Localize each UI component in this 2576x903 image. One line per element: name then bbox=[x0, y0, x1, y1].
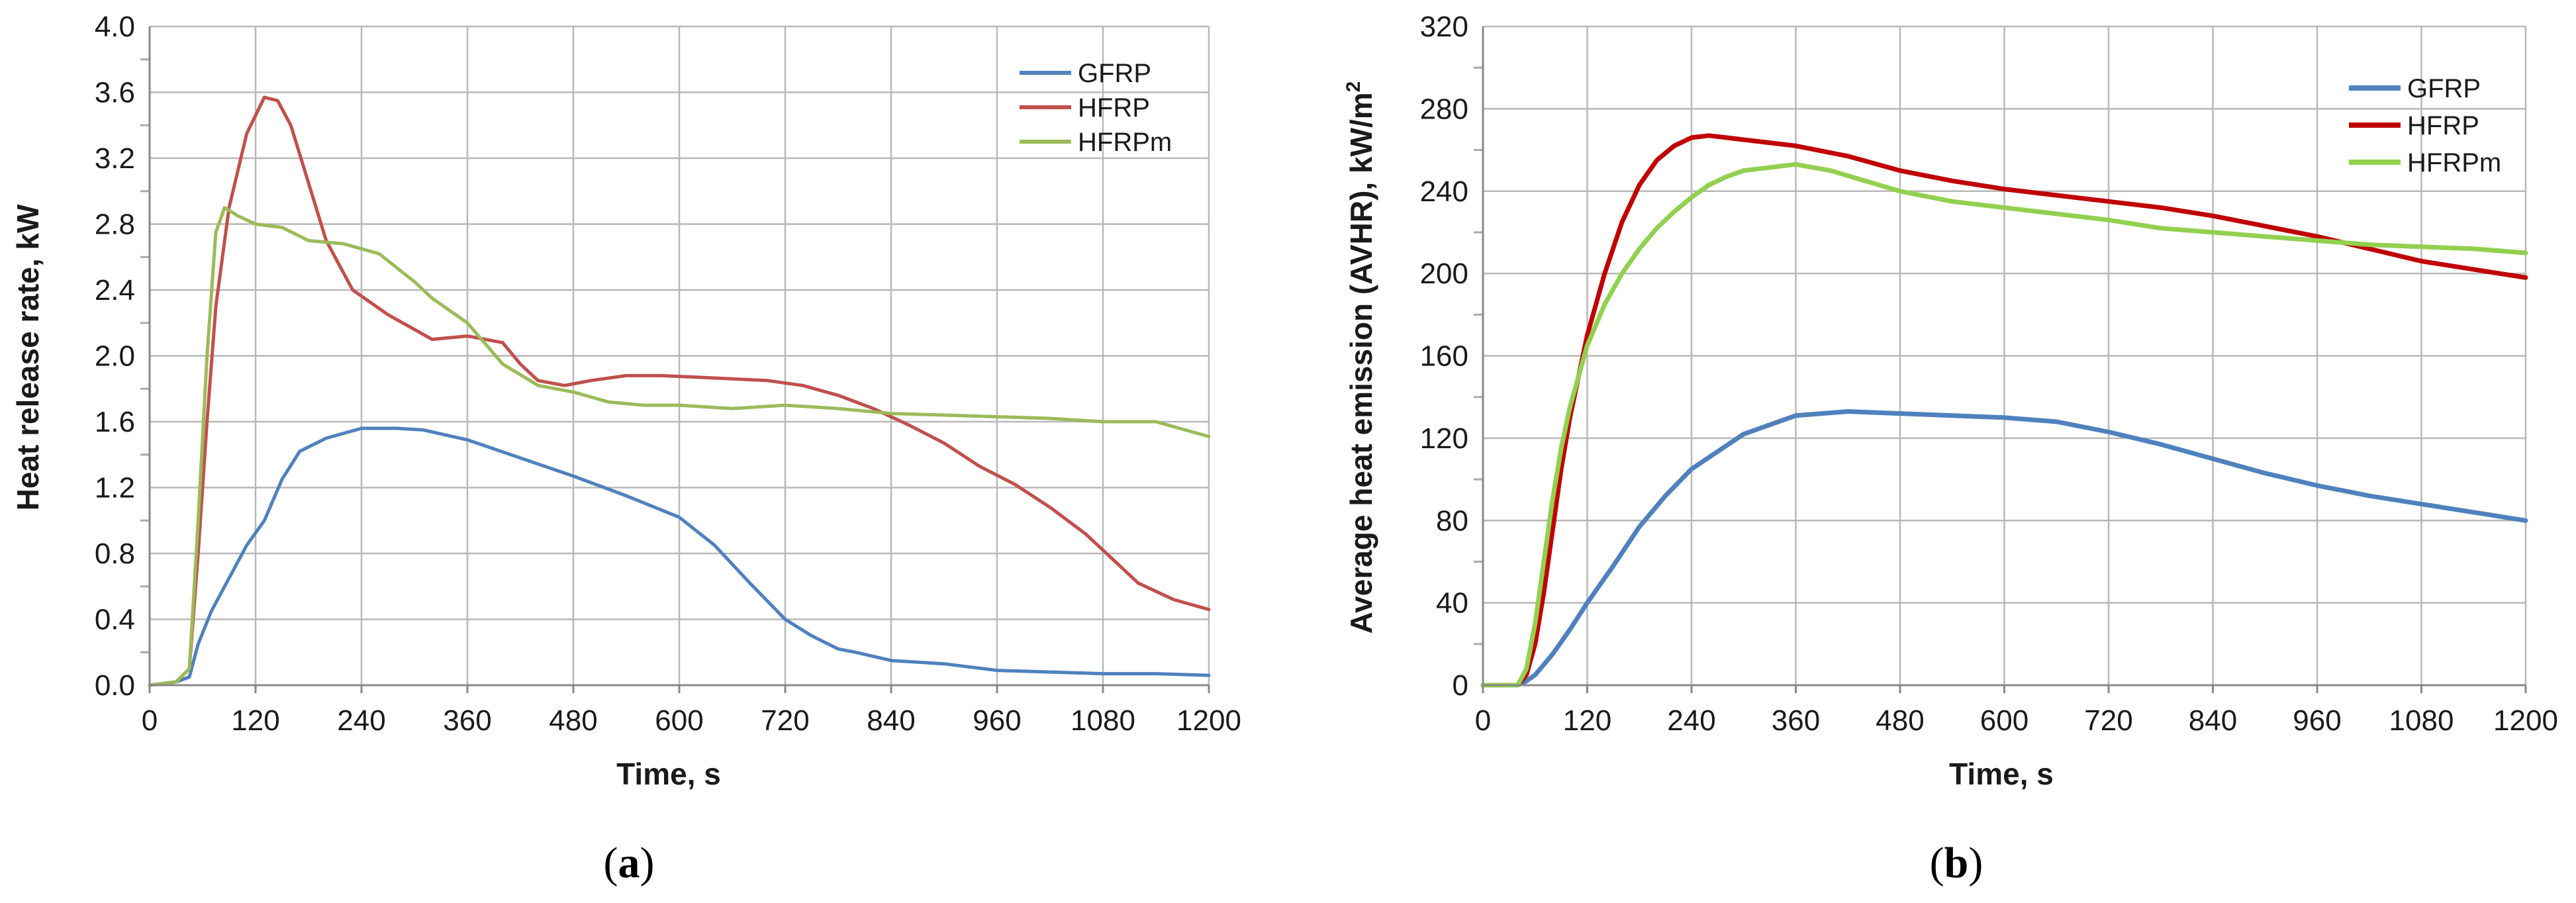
chart-b-ytick-label: 40 bbox=[1436, 587, 1468, 620]
chart-a-legend-label-gfrp: GFRP bbox=[1078, 59, 1151, 88]
chart-a-xtick-label: 600 bbox=[655, 704, 703, 737]
chart-a-series-hfrpm bbox=[148, 206, 1211, 687]
chart-b-ytick-label: 280 bbox=[1420, 93, 1468, 125]
chart-a-legend: GFRP HFRP HFRPm bbox=[1020, 59, 1172, 157]
chart-a-legend-label-hfrp: HFRP bbox=[1078, 93, 1150, 122]
chart-a-xtick-label: 240 bbox=[337, 704, 385, 737]
chart-b-xtick-label: 240 bbox=[1667, 704, 1715, 737]
chart-b-series-hfrpm bbox=[1480, 162, 2528, 688]
chart-a: 0 120 240 360 480 600 720 840 960 1080 1200 0.0 0.4 0… bbox=[11, 11, 1241, 887]
chart-a-xtick-label: 0 bbox=[142, 704, 158, 737]
chart-a-series-hfrp bbox=[148, 95, 1211, 687]
chart-b-ylabel: Average heat emission (AVHR), kW/m2 bbox=[1343, 81, 1378, 634]
chart-b-ylabel-main: Average heat emission (AVHR), kW/m bbox=[1344, 92, 1378, 634]
chart-a-xtick-label: 120 bbox=[231, 704, 279, 737]
chart-a-xlabel: Time, s bbox=[616, 757, 721, 791]
chart-a-panel-label: (a) bbox=[604, 839, 655, 887]
chart-a-series-gfrp bbox=[148, 426, 1211, 687]
chart-b-legend: GFRP HFRP HFRPm bbox=[2349, 74, 2501, 177]
chart-b-ytick-label: 320 bbox=[1420, 11, 1468, 43]
chart-b-series bbox=[1480, 133, 2528, 688]
chart-b-panel-label: (b) bbox=[1930, 839, 1983, 887]
chart-a-legend-label-hfrpm: HFRPm bbox=[1078, 128, 1172, 157]
chart-b-xtick-label: 1200 bbox=[2493, 704, 2558, 737]
chart-b-series-gfrp bbox=[1480, 409, 2528, 688]
chart-a-ytick-label: 0.4 bbox=[95, 604, 135, 636]
chart-a-axes bbox=[140, 26, 1210, 693]
chart-b-ytick-label: 120 bbox=[1420, 422, 1468, 455]
chart-a-ytick-label: 2.0 bbox=[95, 340, 135, 373]
chart-a-ytick-label: 3.6 bbox=[95, 77, 135, 109]
chart-b-ytick-label: 0 bbox=[1453, 669, 1468, 702]
chart-a-tick-labels: 0 120 240 360 480 600 720 840 960 1080 1200 0.0 0.4 0… bbox=[95, 11, 1241, 737]
chart-a-xtick-label: 1080 bbox=[1071, 704, 1135, 737]
chart-a-ytick-label: 2.4 bbox=[95, 274, 135, 307]
chart-a-grid bbox=[148, 25, 1210, 687]
chart-b-xlabel: Time, s bbox=[1949, 757, 2054, 791]
chart-b-xtick-label: 360 bbox=[1772, 704, 1820, 737]
chart-a-xtick-label: 480 bbox=[549, 704, 597, 737]
chart-a-ytick-label: 1.2 bbox=[95, 472, 135, 504]
chart-a-xtick-label: 360 bbox=[443, 704, 491, 737]
chart-b-xtick-label: 120 bbox=[1563, 704, 1611, 737]
chart-a-ylabel: Heat release rate, kW bbox=[11, 204, 45, 510]
chart-b-xtick-label: 0 bbox=[1475, 704, 1491, 737]
chart-b: 0 120 240 360 480 600 720 840 960 1080 1200 0 40 80 12… bbox=[1343, 11, 2558, 887]
chart-b-legend-label-gfrp: GFRP bbox=[2407, 74, 2481, 103]
chart-b-axes bbox=[1474, 26, 2527, 693]
chart-b-xtick-label: 600 bbox=[1980, 704, 2028, 737]
chart-a-xtick-label: 720 bbox=[761, 704, 809, 737]
chart-b-ytick-label: 160 bbox=[1420, 340, 1468, 373]
chart-a-ytick-label: 4.0 bbox=[95, 11, 135, 43]
chart-b-ytick-label: 240 bbox=[1420, 175, 1468, 208]
chart-b-tick-labels: 0 120 240 360 480 600 720 840 960 1080 1200 0 40 80 12… bbox=[1420, 11, 2558, 737]
chart-a-ytick-label: 1.6 bbox=[95, 406, 135, 438]
chart-b-series-hfrp bbox=[1480, 133, 2528, 688]
chart-b-xtick-label: 480 bbox=[1876, 704, 1924, 737]
chart-a-ytick-label: 0.0 bbox=[95, 669, 135, 702]
chart-a-series bbox=[148, 95, 1211, 687]
chart-b-ylabel-sup: 2 bbox=[1343, 81, 1364, 93]
chart-b-xtick-label: 720 bbox=[2084, 704, 2132, 737]
chart-a-ytick-label: 3.2 bbox=[95, 142, 135, 175]
chart-a-ytick-label: 0.8 bbox=[95, 538, 135, 570]
chart-b-ytick-label: 200 bbox=[1420, 258, 1468, 290]
chart-b-xtick-label: 960 bbox=[2293, 704, 2341, 737]
chart-a-xtick-label: 960 bbox=[973, 704, 1021, 737]
chart-a-xtick-label: 1200 bbox=[1176, 704, 1241, 737]
chart-b-xtick-label: 1080 bbox=[2389, 704, 2454, 737]
chart-b-legend-label-hfrpm: HFRPm bbox=[2407, 148, 2501, 177]
chart-b-ytick-label: 80 bbox=[1436, 504, 1468, 537]
chart-a-xtick-label: 840 bbox=[867, 704, 915, 737]
chart-b-grid bbox=[1482, 25, 2527, 687]
chart-b-xtick-label: 840 bbox=[2189, 704, 2237, 737]
chart-b-legend-label-hfrp: HFRP bbox=[2407, 111, 2479, 140]
chart-a-ytick-label: 2.8 bbox=[95, 209, 135, 241]
